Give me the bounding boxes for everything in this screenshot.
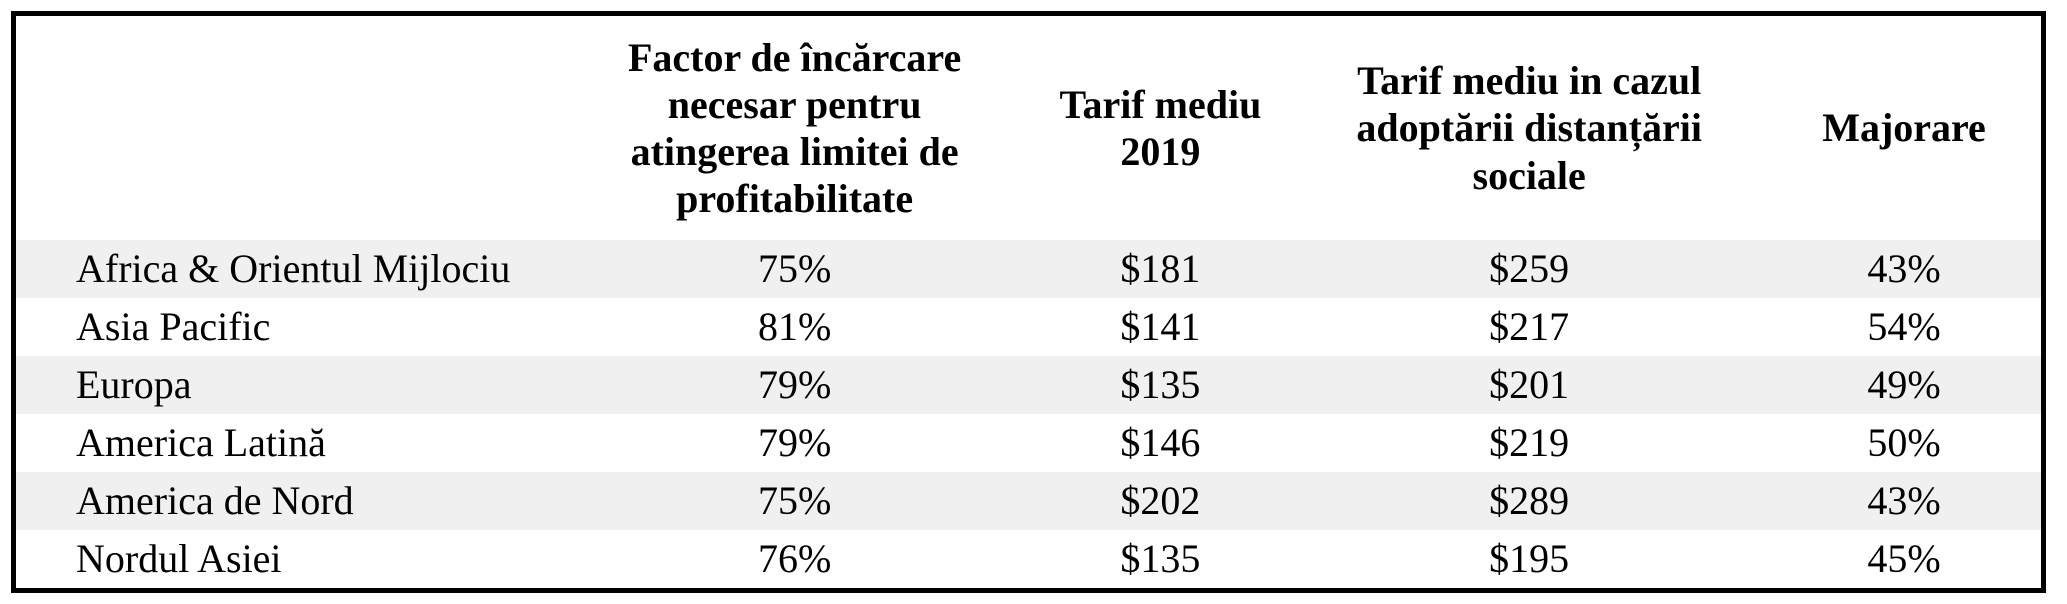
load-factor-cell: 76%: [757, 536, 832, 581]
avg-fare-distancing-cell: $201: [1489, 362, 1570, 407]
load-factor-cell: 79%: [757, 362, 832, 407]
avg-fare-distancing-cell: $289: [1489, 478, 1570, 523]
table-header: Factor de încărcare necesar pentru ating…: [16, 16, 2041, 240]
increase-cell: 43%: [1867, 478, 1941, 523]
load-factor-cell: 79%: [757, 420, 832, 465]
avg-fare-distancing-cell: $259: [1489, 246, 1570, 291]
avg-fare-2019-cell: $135: [1120, 536, 1201, 581]
avg-fare-2019-cell: $181: [1120, 246, 1201, 291]
load-factor-cell: 81%: [757, 304, 832, 349]
avg-fare-distancing-cell: $195: [1489, 536, 1570, 581]
avg-fare-2019-cell: $135: [1120, 362, 1201, 407]
region-cell: Asia Pacific: [76, 304, 271, 349]
region-cell: America Latină: [76, 420, 326, 465]
header-row: Factor de încărcare necesar pentru ating…: [16, 16, 2041, 240]
table-row: Asia Pacific 81% $141 $217 54%: [16, 298, 2041, 356]
table-row: America de Nord 75% $202 $289 43%: [16, 472, 2041, 530]
load-factor-cell: 75%: [757, 478, 832, 523]
table-row: Africa & Orientul Mijlociu 75% $181 $259…: [16, 240, 2041, 298]
avg-fare-2019-cell: $141: [1120, 304, 1201, 349]
avg-fare-distancing-cell: $219: [1489, 420, 1570, 465]
increase-cell: 43%: [1867, 246, 1941, 291]
table-row: Nordul Asiei 76% $135 $195 45%: [16, 530, 2041, 588]
column-header-avg-fare-2019: Tarif mediu 2019: [1059, 81, 1262, 174]
table-body: Africa & Orientul Mijlociu 75% $181 $259…: [16, 240, 2041, 588]
column-header-load-factor: Factor de încărcare necesar pentru ating…: [627, 34, 962, 222]
region-cell: Nordul Asiei: [76, 536, 282, 581]
fare-table: Factor de încărcare necesar pentru ating…: [16, 16, 2041, 588]
region-cell: Africa & Orientul Mijlociu: [76, 246, 511, 291]
column-header-region: [16, 16, 560, 240]
increase-cell: 50%: [1867, 420, 1941, 465]
region-cell: Europa: [76, 362, 192, 407]
avg-fare-2019-cell: $202: [1120, 478, 1201, 523]
fare-table-frame: Factor de încărcare necesar pentru ating…: [11, 11, 2046, 593]
region-cell: America de Nord: [76, 478, 354, 523]
increase-cell: 45%: [1867, 536, 1941, 581]
table-row: America Latină 79% $146 $219 50%: [16, 414, 2041, 472]
table-row: Europa 79% $135 $201 49%: [16, 356, 2041, 414]
avg-fare-2019-cell: $146: [1120, 420, 1201, 465]
column-header-increase: Majorare: [1822, 105, 1986, 151]
increase-cell: 54%: [1867, 304, 1941, 349]
avg-fare-distancing-cell: $217: [1489, 304, 1570, 349]
load-factor-cell: 75%: [757, 246, 832, 291]
increase-cell: 49%: [1867, 362, 1941, 407]
column-header-avg-fare-distancing: Tarif mediu in cazul adoptării distanțăr…: [1356, 58, 1702, 198]
